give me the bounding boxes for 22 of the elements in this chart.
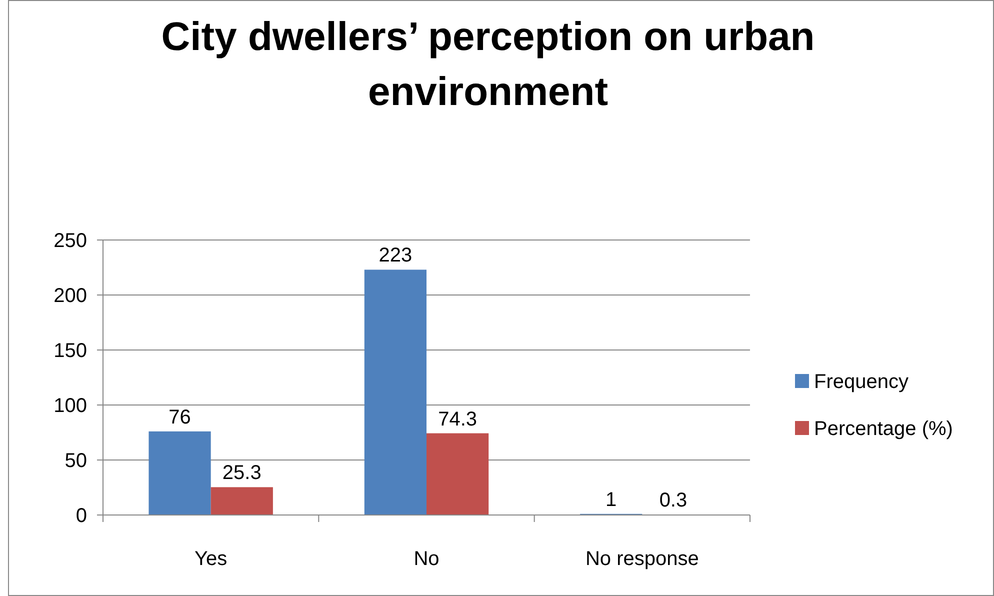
x-tick-label: Yes <box>194 548 228 570</box>
bar <box>210 487 273 515</box>
legend-label: Percentage (%) <box>814 418 953 440</box>
legend-label: Frequency <box>814 371 908 393</box>
y-tick-label: 250 <box>54 230 87 252</box>
bar <box>148 431 211 515</box>
y-tick-label: 50 <box>64 450 87 472</box>
data-label: 76 <box>168 406 191 428</box>
bar <box>364 270 426 515</box>
y-tick-label: 200 <box>54 285 87 307</box>
y-tick-label: 100 <box>54 395 87 417</box>
chart-title: City dwellers’ perception on urban environment <box>161 15 815 114</box>
x-tick-label: No response <box>585 548 699 570</box>
x-tick-label: No <box>414 548 440 570</box>
data-label: 223 <box>378 244 412 267</box>
bar <box>426 433 489 515</box>
data-label: 1 <box>606 488 617 511</box>
data-label: 0.3 <box>659 490 688 512</box>
y-tick-label: 0 <box>76 505 87 527</box>
y-tick-label: 150 <box>54 340 87 362</box>
data-label: 25.3 <box>222 462 262 484</box>
data-label: 74.3 <box>438 408 478 430</box>
